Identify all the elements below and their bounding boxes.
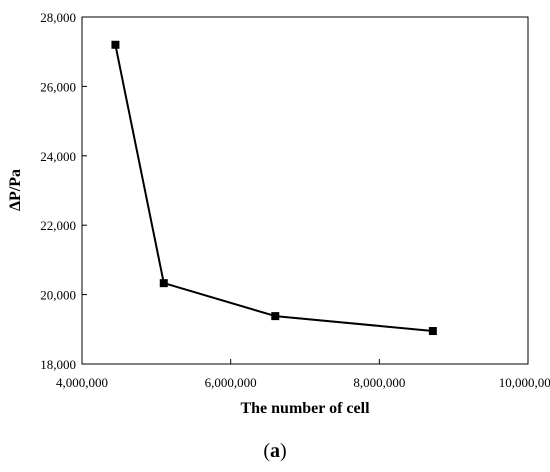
figure-caption: (a) [0,440,550,463]
data-point-marker [159,279,168,288]
y-tick-label: 18,000 [40,357,76,372]
y-tick-label: 26,000 [40,79,76,94]
x-tick-label: 4,000,000 [56,375,108,390]
series-layer [111,40,437,336]
axis-tick-labels: 4,000,000 6,000,000 8,000,000 10,000,000 18,… [40,10,550,390]
plot-frame [81,16,529,365]
y-tick-label: 20,000 [40,288,76,303]
data-point-marker [271,312,280,321]
x-tick-label: 10,000,000 [499,375,550,390]
series-line [114,44,433,332]
caption-close-paren: ) [280,440,287,462]
y-axis-title: ΔP/Pa [7,169,24,211]
y-tick-label: 22,000 [40,218,76,233]
caption-open-paren: ( [263,440,270,462]
data-point-marker [111,40,120,49]
y-tick-label: 28,000 [40,10,76,25]
x-tick-label: 6,000,000 [205,375,257,390]
axis-ticks [81,16,529,365]
y-tick-label: 24,000 [40,149,76,164]
x-axis-title: The number of cell [240,400,370,417]
caption-letter: a [270,440,280,462]
x-tick-label: 8,000,000 [353,375,405,390]
data-point-marker [428,327,437,336]
